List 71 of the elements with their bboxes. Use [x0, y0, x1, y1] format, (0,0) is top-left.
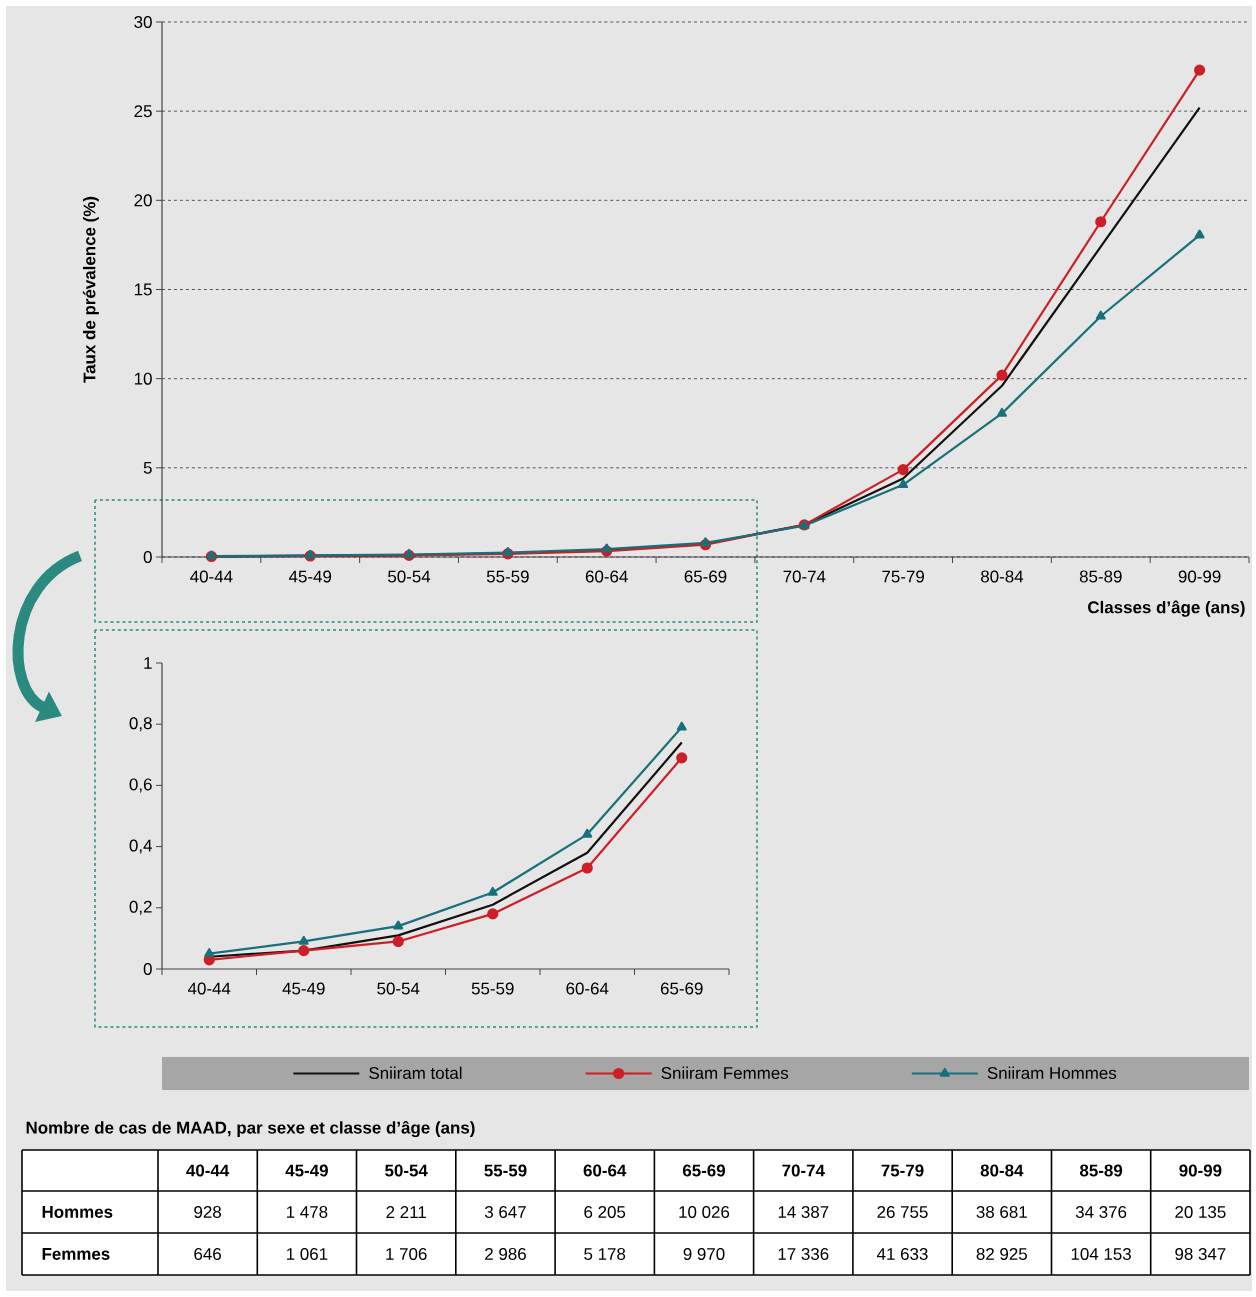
y-tick-label: 0,4: [129, 839, 152, 854]
category-label: 90-99: [1179, 1164, 1222, 1177]
data-label: 9 970: [683, 1247, 725, 1260]
data-label: 82 925: [976, 1247, 1027, 1260]
data-label: 3 647: [484, 1205, 526, 1218]
x-tick-label: 40-44: [190, 570, 233, 583]
data-label: 1 061: [287, 1247, 328, 1260]
category-label: 40-44: [186, 1164, 230, 1177]
legend-label: Sniiram Femmes: [661, 1066, 789, 1080]
category-label: 55-59: [484, 1164, 527, 1177]
data-label: 14 387: [778, 1205, 829, 1218]
y-axis-title: Taux de prévalence (%): [82, 196, 99, 383]
data-label: 2 211: [386, 1206, 426, 1218]
y-tick-label: 20: [134, 194, 152, 207]
y-tick-label: 15: [134, 283, 152, 296]
x-tick-label: 60-64: [566, 982, 609, 995]
text: Femmes: [42, 1248, 110, 1260]
x-tick-label: 60-64: [585, 570, 628, 583]
x-tick-label: 80-84: [981, 570, 1024, 583]
category-label: 75-79: [881, 1164, 924, 1177]
y-tick-label: 0: [143, 550, 152, 563]
x-tick-label: 55-59: [471, 982, 514, 995]
x-tick-label: 90-99: [1178, 570, 1221, 583]
data-label: 20 135: [1175, 1205, 1226, 1218]
x-tick-label: 75-79: [882, 570, 924, 583]
x-tick-label: 65-69: [660, 982, 703, 995]
data-label: 1 478: [287, 1205, 328, 1218]
data-label: 98 347: [1175, 1247, 1226, 1260]
x-tick-label: 70-74: [783, 570, 826, 583]
data-label: 928: [194, 1205, 221, 1218]
data-label: 17 336: [778, 1247, 829, 1260]
data-label: 646: [194, 1247, 221, 1260]
y-tick-label: 0: [143, 962, 152, 975]
y-tick-label: 10: [134, 372, 152, 385]
data-label: 38 681: [976, 1205, 1027, 1218]
legend-label: Sniiram total: [369, 1066, 462, 1080]
y-tick-label: 30: [134, 15, 152, 28]
y-tick-label: 5: [143, 461, 152, 474]
category-label: 85-89: [1079, 1164, 1123, 1177]
data-label: 104 153: [1071, 1247, 1131, 1260]
x-tick-label: 40-44: [187, 982, 231, 995]
data-label: 1 706: [386, 1247, 427, 1260]
y-tick-label: 25: [134, 105, 152, 118]
data-label: 2 986: [485, 1247, 526, 1260]
category-label: 50-54: [385, 1164, 428, 1177]
category-label: 45-49: [285, 1164, 328, 1177]
series-label: Hommes: [42, 1206, 113, 1218]
x-tick-label: 50-54: [388, 570, 431, 583]
text: Nombre de cas de MAAD, par sexe et classe d’âge (ans): [26, 1120, 475, 1138]
x-tick-label: 55-59: [486, 570, 529, 583]
x-tick-label: 50-54: [377, 982, 420, 995]
data-label: 5 178: [584, 1247, 626, 1260]
x-tick-label: 45-49: [282, 982, 325, 995]
data-label: 41 633: [876, 1247, 928, 1260]
y-tick-label: 0,2: [129, 900, 152, 915]
category-label: 60-64: [583, 1164, 627, 1177]
x-tick-label: 45-49: [288, 570, 332, 583]
data-label: 34 376: [1075, 1205, 1127, 1218]
x-axis-title: Classes d’âge (ans): [1088, 600, 1245, 617]
legend-label: Sniiram Hommes: [987, 1066, 1117, 1080]
y-tick-label: 1: [144, 657, 152, 669]
y-tick-label: 0,6: [129, 778, 152, 793]
x-tick-label: 65-69: [684, 570, 727, 583]
data-label: 26 755: [877, 1205, 928, 1218]
data-label: 10 026: [679, 1205, 730, 1218]
y-tick-label: 0,8: [129, 717, 152, 732]
category-label: 70-74: [782, 1164, 825, 1177]
category-label: 65-69: [682, 1164, 726, 1177]
category-label: 80-84: [980, 1164, 1024, 1177]
x-tick-label: 85-89: [1079, 570, 1122, 583]
data-label: 6 205: [584, 1205, 626, 1218]
